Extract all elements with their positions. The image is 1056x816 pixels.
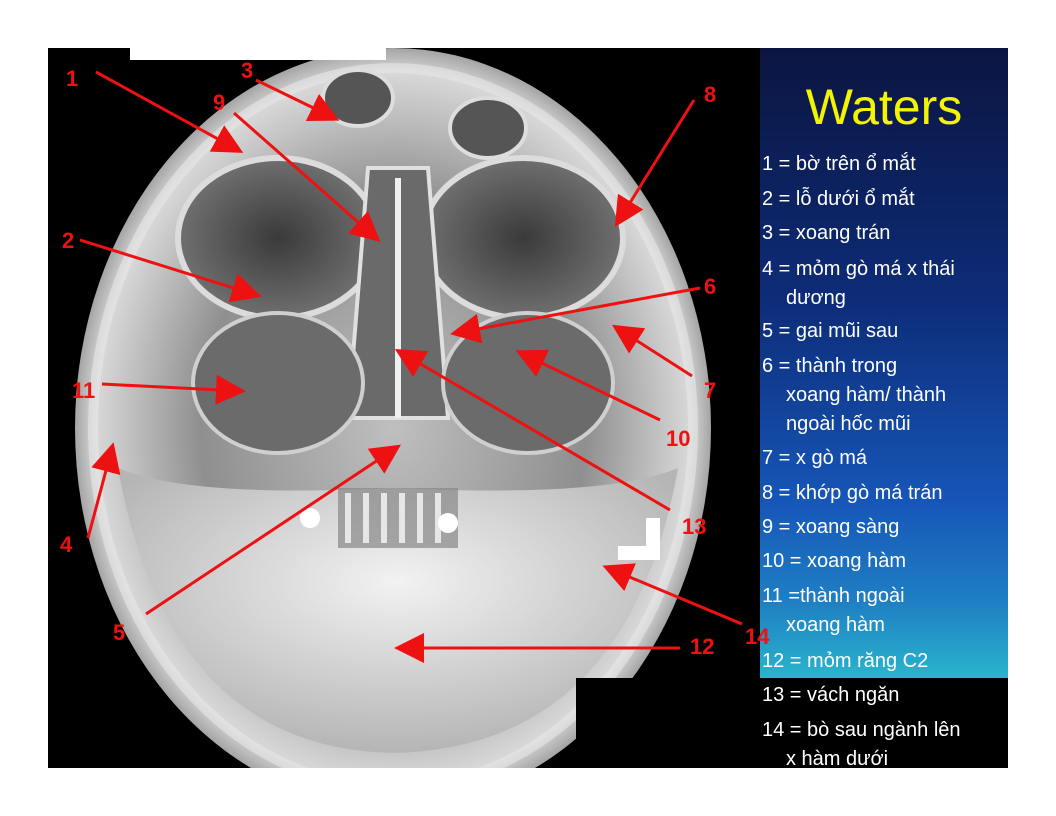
legend-line: 2 = lỗ dưới ổ mắt xyxy=(762,188,915,210)
legend-line: 13 = vách ngăn xyxy=(762,684,900,706)
xray-image xyxy=(48,48,760,768)
top-white-bar xyxy=(130,48,386,60)
legend-item-2: 2 = lỗ dưới ổ mắt xyxy=(762,185,1008,214)
marker-5: 5 xyxy=(113,620,126,645)
legend-line: 1 = bờ trên ổ mắt xyxy=(762,153,916,175)
legend-line: 12 = mỏm răng C2 xyxy=(762,650,929,672)
legend-item-11: 11 =thành ngoài xoang hàm xyxy=(762,582,1008,640)
marker-8: 8 xyxy=(704,82,717,107)
marker-2: 2 xyxy=(62,228,75,253)
legend-item-10: 10 = xoang hàm xyxy=(762,547,1008,576)
arrow-5 xyxy=(145,444,401,616)
legend-line: 9 = xoang sàng xyxy=(762,516,900,538)
legend-line: 10 = xoang hàm xyxy=(762,550,906,572)
arrow-14 xyxy=(602,563,743,626)
legend-line: ngoài hốc mũi xyxy=(786,413,911,435)
legend-line: xoang hàm/ thành xyxy=(786,384,947,406)
legend-item-8: 8 = khớp gò má trán xyxy=(762,479,1008,508)
legend-line: 11 =thành ngoài xyxy=(762,585,905,607)
marker-12: 12 xyxy=(690,634,715,659)
arrow-10 xyxy=(515,349,661,422)
legend-line: 5 = gai mũi sau xyxy=(762,320,899,342)
legend-panel-bottom xyxy=(576,678,1008,768)
marker-14: 14 xyxy=(745,624,770,649)
left-maxillary-sinus xyxy=(441,311,615,455)
legend-line: xoang hàm xyxy=(786,614,885,636)
legend-line: 14 = bò sau ngành lên xyxy=(762,719,961,741)
legend-item-3: 3 = xoang trán xyxy=(762,219,1008,248)
arrow-8 xyxy=(614,99,696,228)
marker-10: 10 xyxy=(666,426,691,451)
marker-13: 13 xyxy=(682,514,707,539)
marker-3: 3 xyxy=(241,58,254,83)
legend-item-9: 9 = xoang sàng xyxy=(762,513,1008,542)
arrow-1 xyxy=(95,70,244,153)
legend-line: 6 = thành trong xyxy=(762,355,898,377)
skull-radiograph xyxy=(75,48,711,768)
legend-line: 7 = x gò má xyxy=(762,447,868,469)
marker-4: 4 xyxy=(60,532,73,557)
arrow-7 xyxy=(611,324,693,378)
marker-1: 1 xyxy=(66,66,79,91)
legend-item-12: 12 = mỏm răng C2 xyxy=(762,647,1008,676)
legend-panel xyxy=(760,48,1008,678)
marker-6: 6 xyxy=(704,274,717,299)
legend-item-13: 13 = vách ngăn xyxy=(762,681,1008,710)
legend-item-14: 14 = bò sau ngành lên x hàm dưới xyxy=(762,716,1008,774)
legend-item-7: 7 = x gò má xyxy=(762,444,1008,473)
arrow-6 xyxy=(450,286,701,344)
marker-11: 11 xyxy=(72,378,96,403)
legend-line: 4 = mỏm gò má x thái xyxy=(762,258,955,280)
legend-line: 8 = khớp gò má trán xyxy=(762,482,943,504)
arrow-4 xyxy=(86,442,121,539)
legend-item-4: 4 = mỏm gò má x thái dương xyxy=(762,255,1008,313)
arrow-11 xyxy=(101,374,246,405)
legend-line: dương xyxy=(786,287,846,309)
legend-line: x hàm dưới xyxy=(786,748,889,770)
legend-item-5: 5 = gai mũi sau xyxy=(762,317,1008,346)
right-maxillary-sinus xyxy=(191,311,365,455)
arrow-13 xyxy=(394,348,671,512)
arrow-3 xyxy=(255,78,340,121)
legend-line: 3 = xoang trán xyxy=(762,222,891,244)
marker-9: 9 xyxy=(213,90,226,115)
arrow-2 xyxy=(79,238,262,303)
arrow-9 xyxy=(233,111,381,242)
marker-7: 7 xyxy=(704,378,717,403)
legend-item-1: 1 = bờ trên ổ mắt xyxy=(762,150,1008,179)
slide-title: Waters xyxy=(805,79,963,135)
legend-item-6: 6 = thành trong xoang hàm/ thành ngoài hốc… xyxy=(762,352,1008,439)
